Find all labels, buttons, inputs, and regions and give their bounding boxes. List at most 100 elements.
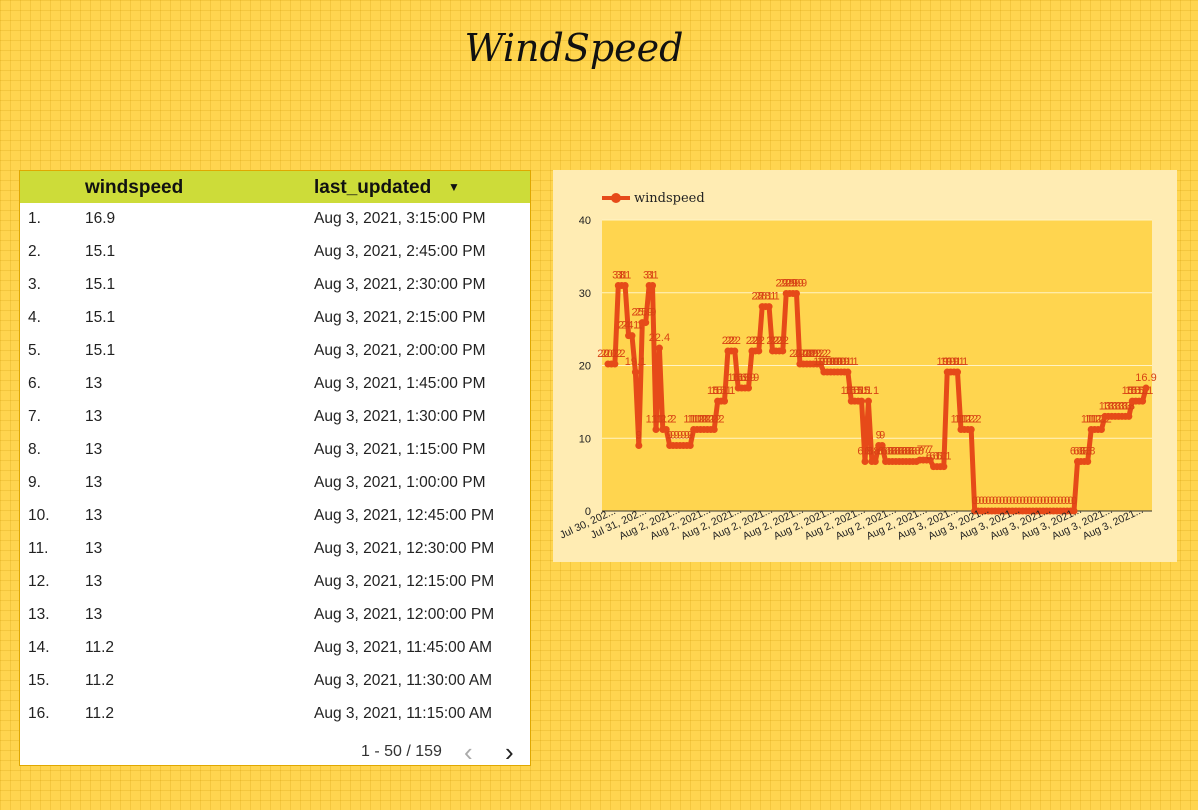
- windspeed-cell: 16.9: [85, 210, 116, 227]
- table-row[interactable]: 3. 15.1 Aug 3, 2021, 2:30:00 PM: [20, 269, 530, 302]
- data-label: 0: [972, 495, 978, 507]
- data-point[interactable]: [765, 303, 773, 311]
- data-label: 15.1: [851, 385, 872, 397]
- data-label: 0: [1030, 495, 1036, 507]
- data-label: 22: [773, 335, 785, 347]
- data-label: 19.1: [820, 356, 841, 368]
- data-label: 20.2: [789, 348, 810, 360]
- data-point[interactable]: [844, 368, 852, 376]
- data-table: windspeed last_updated ▼ 1. 16.9 Aug 3, 20…: [19, 170, 531, 767]
- data-point[interactable]: [611, 360, 619, 368]
- data-point[interactable]: [967, 426, 975, 434]
- data-point[interactable]: [652, 426, 660, 434]
- data-point[interactable]: [655, 344, 663, 352]
- data-label: 31: [612, 269, 624, 281]
- data-label: 29.9: [779, 277, 800, 289]
- row-index: 2.: [28, 243, 41, 260]
- table-row[interactable]: 15. 11.2 Aug 3, 2021, 11:30:00 AM: [20, 665, 530, 698]
- chevron-right-icon[interactable]: ›: [505, 737, 514, 767]
- last-updated-cell: Aug 3, 2021, 2:30:00 PM: [314, 276, 486, 293]
- data-point[interactable]: [721, 397, 729, 405]
- last-updated-cell: Aug 3, 2021, 2:15:00 PM: [314, 309, 486, 326]
- data-label: 6.8: [864, 446, 879, 458]
- data-label: 31: [619, 269, 631, 281]
- table-row[interactable]: 12. 13 Aug 3, 2021, 12:15:00 PM: [20, 566, 530, 599]
- data-label: 13: [1102, 400, 1114, 412]
- data-point[interactable]: [731, 347, 739, 355]
- table-row[interactable]: 4. 15.1 Aug 3, 2021, 2:15:00 PM: [20, 302, 530, 335]
- data-point[interactable]: [816, 360, 824, 368]
- data-label: 9: [673, 430, 679, 442]
- table-row[interactable]: 8. 13 Aug 3, 2021, 1:15:00 PM: [20, 434, 530, 467]
- data-label: 20.2: [796, 348, 817, 360]
- data-point[interactable]: [686, 442, 694, 450]
- data-point[interactable]: [940, 463, 948, 471]
- data-point[interactable]: [779, 347, 787, 355]
- table-row[interactable]: 9. 13 Aug 3, 2021, 1:00:00 PM: [20, 467, 530, 500]
- data-point[interactable]: [744, 384, 752, 392]
- data-point[interactable]: [871, 458, 879, 466]
- table-row[interactable]: 14. 11.2 Aug 3, 2021, 11:45:00 AM: [20, 632, 530, 665]
- table-row[interactable]: 2. 15.1 Aug 3, 2021, 2:45:00 PM: [20, 236, 530, 269]
- data-point[interactable]: [642, 319, 650, 327]
- column-header-windspeed[interactable]: windspeed: [85, 177, 184, 198]
- table-row[interactable]: 13. 13 Aug 3, 2021, 12:00:00 PM: [20, 599, 530, 632]
- data-label: 11.2: [646, 414, 667, 426]
- column-header-last-updated[interactable]: last_updated: [314, 177, 432, 198]
- data-point[interactable]: [1139, 397, 1147, 405]
- data-label: 7: [917, 444, 923, 456]
- data-label: 0: [1023, 495, 1029, 507]
- data-point[interactable]: [1142, 384, 1150, 392]
- data-point[interactable]: [1084, 458, 1092, 466]
- data-point[interactable]: [755, 347, 763, 355]
- windspeed-cell: 15.1: [85, 243, 116, 260]
- row-index: 5.: [28, 342, 41, 359]
- data-label: 20.2: [604, 348, 625, 360]
- table-row[interactable]: 10. 13 Aug 3, 2021, 12:45:00 PM: [20, 500, 530, 533]
- data-label: 6.1: [929, 451, 944, 463]
- data-label: 31: [646, 269, 658, 281]
- data-point[interactable]: [858, 397, 866, 405]
- data-point[interactable]: [1125, 412, 1133, 420]
- data-point[interactable]: [1070, 507, 1078, 515]
- data-point[interactable]: [662, 426, 670, 434]
- data-label: 0: [1026, 495, 1032, 507]
- last-updated-cell: Aug 3, 2021, 11:45:00 AM: [314, 639, 493, 656]
- data-point[interactable]: [621, 281, 629, 289]
- y-tick-label: 20: [579, 361, 591, 373]
- table-row[interactable]: 11. 13 Aug 3, 2021, 12:30:00 PM: [20, 533, 530, 566]
- data-label: 20.2: [799, 348, 820, 360]
- data-point[interactable]: [631, 368, 639, 376]
- table-row[interactable]: 16. 11.2 Aug 3, 2021, 11:15:00 AM: [20, 698, 530, 731]
- data-point[interactable]: [926, 456, 934, 464]
- data-point[interactable]: [710, 426, 718, 434]
- data-label: 15.1: [1132, 385, 1153, 397]
- table-row[interactable]: 7. 13 Aug 3, 2021, 1:30:00 PM: [20, 401, 530, 434]
- data-label: 6.8: [898, 446, 913, 458]
- data-point[interactable]: [635, 442, 643, 450]
- data-point[interactable]: [792, 289, 800, 297]
- caret-down-icon[interactable]: ▼: [448, 180, 460, 194]
- data-label: 16.9: [738, 372, 759, 384]
- data-label: 20.2: [601, 348, 622, 360]
- data-point[interactable]: [1097, 426, 1105, 434]
- data-point[interactable]: [649, 281, 657, 289]
- data-label: 19.1: [943, 356, 964, 368]
- data-point[interactable]: [861, 458, 869, 466]
- data-label: 19.1: [827, 356, 848, 368]
- data-point[interactable]: [864, 397, 872, 405]
- last-updated-cell: Aug 3, 2021, 12:00:00 PM: [314, 606, 495, 623]
- data-label: 13: [1116, 400, 1128, 412]
- data-point[interactable]: [878, 442, 886, 450]
- data-label: 0: [1061, 495, 1067, 507]
- data-point[interactable]: [954, 368, 962, 376]
- table-row[interactable]: 1. 16.9 Aug 3, 2021, 3:15:00 PM: [20, 203, 530, 236]
- last-updated-cell: Aug 3, 2021, 3:15:00 PM: [314, 210, 486, 227]
- legend-entry-windspeed[interactable]: windspeed: [634, 191, 705, 206]
- data-point[interactable]: [628, 332, 636, 340]
- data-label: 29.9: [786, 277, 807, 289]
- last-updated-cell: Aug 3, 2021, 12:45:00 PM: [314, 507, 495, 524]
- table-row[interactable]: 5. 15.1 Aug 3, 2021, 2:00:00 PM: [20, 335, 530, 368]
- chevron-left-icon[interactable]: ‹: [464, 737, 473, 767]
- table-row[interactable]: 6. 13 Aug 3, 2021, 1:45:00 PM: [20, 368, 530, 401]
